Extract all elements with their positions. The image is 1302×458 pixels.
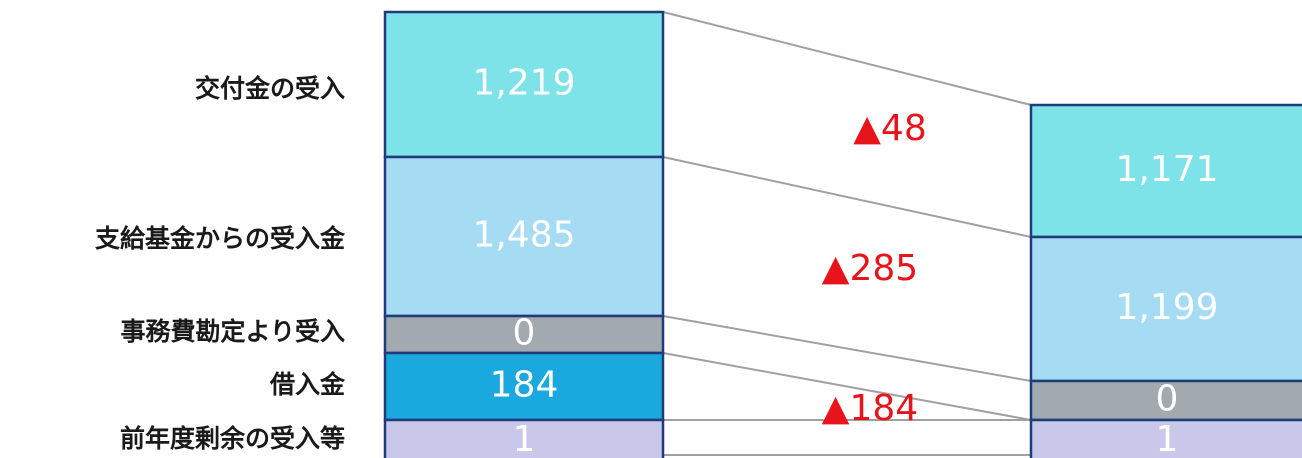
delta-label: ▲184	[822, 388, 918, 429]
connector-line	[662, 315, 1032, 382]
row-label: 事務費勘定より受入	[120, 317, 345, 346]
left-value: 0	[513, 313, 536, 354]
right-value: 1,199	[1115, 287, 1218, 328]
row-label: 支給基金からの受入金	[95, 224, 346, 253]
row-label: 借入金	[269, 370, 346, 399]
right-segment	[1029, 379, 1302, 422]
left-value: 1,485	[472, 215, 575, 256]
right-value: 0	[1156, 379, 1179, 420]
left-segment	[383, 10, 665, 159]
delta-label: ▲285	[822, 248, 918, 289]
right-segment	[1029, 235, 1302, 383]
left-value: 184	[490, 365, 559, 406]
connector-line	[662, 11, 1032, 106]
right-value: 1	[1156, 419, 1179, 458]
connector-line	[662, 352, 1032, 421]
row-label: 前年度剰余の受入等	[120, 424, 345, 453]
row-label: 交付金の受入	[195, 74, 345, 103]
left-segment	[383, 351, 665, 422]
delta-label: ▲48	[853, 108, 927, 149]
connector-line	[662, 156, 1032, 238]
left-value: 1	[513, 419, 536, 458]
right-segment	[1029, 418, 1302, 458]
left-segment	[383, 418, 665, 458]
left-segment	[383, 155, 665, 318]
left-segment	[383, 314, 665, 355]
left-value: 1,219	[472, 63, 575, 104]
right-value: 1,171	[1115, 149, 1218, 190]
